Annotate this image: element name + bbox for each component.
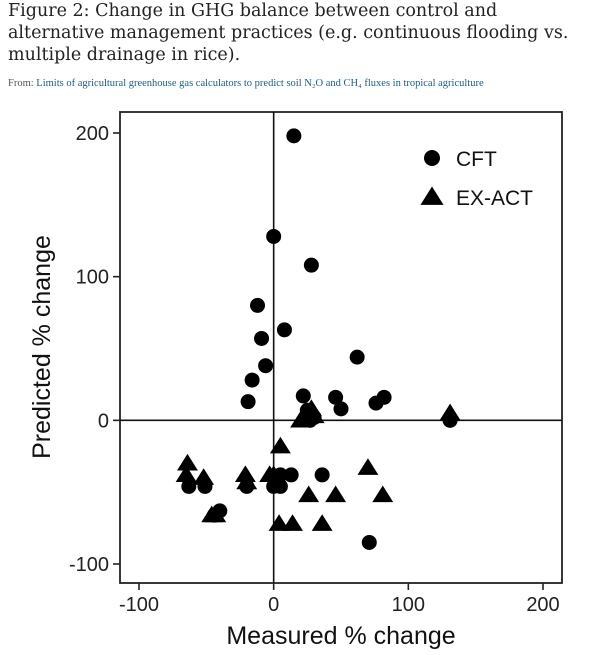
plot-frame — [119, 111, 563, 584]
x-tick-label: -100 — [119, 594, 159, 616]
point-ex-act — [282, 514, 303, 531]
point-ex-act — [439, 403, 461, 421]
x-tick-label: 200 — [526, 594, 559, 616]
point-ex-act — [372, 485, 394, 503]
point-ex-act — [175, 465, 197, 483]
point-ex-act — [357, 458, 379, 475]
legend-marker-cft — [424, 150, 440, 166]
point-ex-act — [325, 485, 347, 503]
point-cft — [303, 257, 319, 273]
point-cft — [240, 394, 256, 410]
point-cft — [258, 358, 274, 374]
point-ex-act — [236, 472, 258, 490]
point-cft — [283, 467, 299, 483]
x-tick-label: 0 — [268, 594, 279, 616]
point-cft — [266, 228, 282, 244]
point-ex-act — [303, 406, 325, 424]
point-ex-act — [177, 453, 198, 471]
x-tick-label: 100 — [392, 594, 425, 616]
series-ex-act — [175, 399, 461, 531]
scatter-chart: -100 0 100 200 -100 0 100 200 Measured % chang… — [28, 111, 563, 650]
point-ex-act — [269, 436, 291, 454]
point-ex-act — [205, 505, 227, 523]
data-points — [175, 128, 461, 550]
point-ex-act — [263, 465, 285, 483]
y-tick-label: 200 — [76, 123, 109, 145]
point-ex-act — [311, 514, 333, 531]
point-cft — [286, 128, 302, 144]
figure-title: Figure 2: Change in GHG balance between … — [8, 1, 569, 65]
series-cft — [181, 128, 458, 550]
point-cft — [349, 349, 365, 365]
point-ex-act — [268, 514, 290, 531]
x-axis-label: Measured % change — [226, 622, 455, 650]
reference-lines — [120, 112, 562, 583]
y-axis: -100 0 100 200 — [69, 123, 120, 576]
point-cft — [181, 478, 197, 494]
x-axis: -100 0 100 200 — [119, 583, 560, 616]
point-cft — [328, 389, 344, 405]
y-tick-label: 0 — [98, 410, 109, 432]
point-cft — [333, 401, 349, 417]
point-cft — [376, 389, 392, 405]
legend-label-ex-act: EX-ACT — [456, 187, 533, 210]
y-tick-label: 100 — [76, 267, 109, 289]
y-axis-label: Predicted % change — [28, 235, 56, 459]
point-cft — [361, 534, 377, 550]
point-cft — [276, 322, 292, 338]
point-cft — [254, 330, 270, 346]
point-cft — [314, 467, 330, 483]
legend-label-cft: CFT — [456, 148, 497, 171]
point-ex-act — [193, 468, 215, 485]
source-prefix: From: — [8, 78, 37, 89]
legend: CFT EX-ACT — [420, 148, 533, 210]
point-cft — [244, 372, 260, 388]
source-link[interactable]: Limits of agricultural greenhouse gas ca… — [36, 78, 484, 89]
legend-marker-ex-act — [420, 186, 444, 205]
point-ex-act — [234, 465, 256, 483]
point-ex-act — [298, 485, 320, 503]
point-cft — [250, 297, 266, 313]
y-tick-label: -100 — [69, 554, 109, 576]
point-cft — [272, 478, 288, 494]
figure-source: From: Limits of agricultural greenhouse … — [8, 78, 588, 89]
point-cft — [295, 388, 311, 404]
